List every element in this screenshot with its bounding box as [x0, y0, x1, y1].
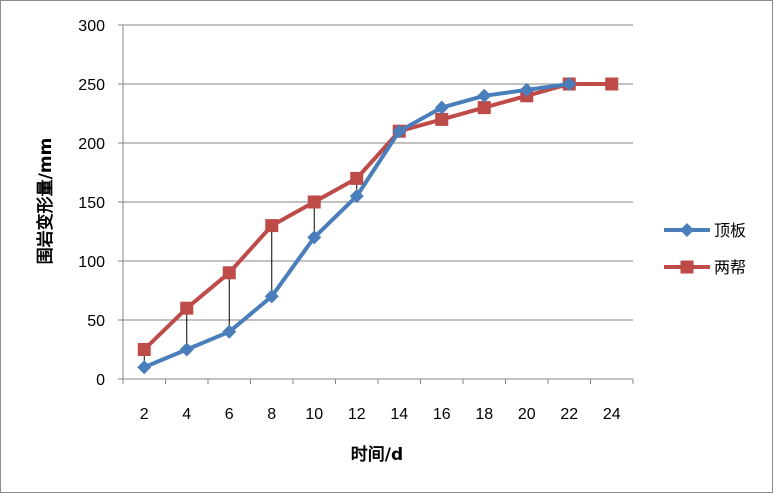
y-tick-label: 150 [78, 195, 105, 212]
square-marker [350, 171, 364, 185]
series-line [142, 82, 612, 351]
square-marker [477, 101, 491, 115]
diamond-marker [519, 82, 534, 97]
x-tick-label: 18 [475, 406, 493, 423]
square-marker [265, 219, 279, 233]
diamond-marker [477, 88, 492, 103]
diamond-marker [179, 342, 194, 357]
legend-label: 顶板 [714, 221, 746, 240]
square-marker [180, 301, 194, 315]
series-roof [137, 77, 577, 375]
diamond-marker [392, 124, 407, 139]
y-tick-labels: 0 50 100 150 200 250 300 [78, 18, 105, 389]
y-tick-label: 100 [78, 254, 105, 271]
square-marker [307, 195, 321, 209]
x-tick-label: 4 [182, 406, 191, 423]
legend-label: 两帮 [714, 258, 746, 277]
drop-lines [143, 89, 528, 368]
diamond-marker [562, 77, 577, 91]
series-line [143, 82, 570, 370]
x-tick-label: 8 [267, 406, 276, 423]
x-tick-label: 16 [433, 406, 451, 423]
x-tick-label: 20 [518, 406, 536, 423]
y-tick-label: 0 [96, 372, 105, 389]
x-tick-label: 6 [225, 406, 234, 423]
square-marker [605, 77, 619, 91]
series-sides [137, 77, 619, 356]
y-axis-title: 围岩变形量/mm [35, 138, 56, 265]
legend-item: 顶板 [664, 221, 746, 240]
series-group [137, 77, 619, 375]
y-tick-label: 250 [78, 77, 105, 94]
diamond-marker [137, 360, 152, 375]
x-tick-labels: 2 4 6 8 10 12 14 16 18 20 22 24 [140, 406, 621, 423]
square-marker [222, 266, 236, 280]
legend-swatch-marker [680, 260, 694, 274]
legend-item: 两帮 [664, 258, 746, 277]
y-tick-label: 300 [78, 18, 105, 35]
axes [122, 25, 634, 384]
diamond-marker [222, 324, 237, 339]
x-tick-label: 2 [140, 406, 149, 423]
legend-swatch-marker [680, 223, 694, 237]
y-tick-label: 200 [78, 136, 105, 153]
x-tick-label: 12 [348, 406, 366, 423]
x-tick-label: 24 [603, 406, 621, 423]
diamond-marker [264, 289, 279, 304]
diamond-marker [349, 189, 364, 204]
square-marker [435, 112, 449, 126]
x-axis-title: 时间/d [351, 444, 403, 465]
x-tick-label: 10 [305, 406, 323, 423]
square-marker [137, 343, 151, 356]
x-tick-label: 14 [390, 406, 408, 423]
diamond-marker [434, 100, 449, 115]
gridlines [118, 24, 633, 380]
y-tick-label: 50 [87, 313, 105, 330]
x-tick-label: 22 [560, 406, 578, 423]
diamond-marker [307, 230, 322, 245]
